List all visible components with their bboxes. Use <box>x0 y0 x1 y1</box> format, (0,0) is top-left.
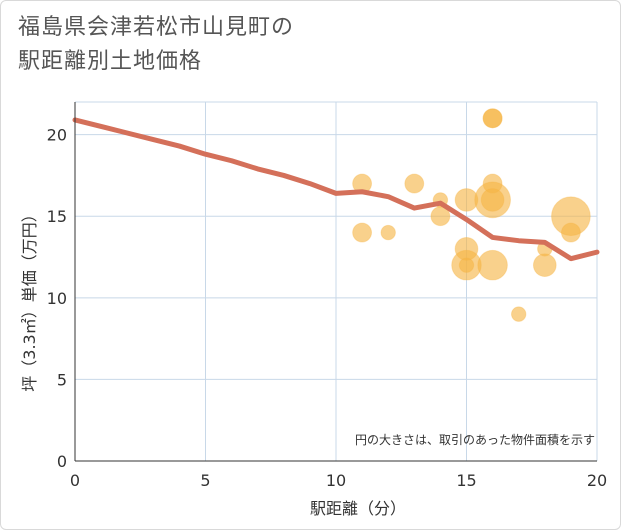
bubble-point <box>352 222 373 243</box>
x-axis-title: 駅距離（分） <box>310 499 406 518</box>
bubble-point <box>560 222 581 243</box>
axes <box>74 102 597 462</box>
bubble-point <box>477 249 508 281</box>
y-tick-label: 10 <box>47 289 67 308</box>
y-tick-label: 5 <box>57 370 67 389</box>
bubble-point <box>482 108 503 129</box>
average-line-series <box>72 117 600 262</box>
average-price-line <box>72 117 600 262</box>
x-tick-label: 0 <box>70 471 80 490</box>
y-tick-label: 15 <box>47 207 67 226</box>
bubble-size-note: 円の大きさは、取引のあった物件面積を示す <box>355 432 595 447</box>
bubble-point <box>480 188 505 212</box>
x-tick-label: 10 <box>326 471 346 490</box>
y-axis-title: 坪（3.3㎡）単価（万円） <box>20 206 39 391</box>
bubble-point <box>532 253 557 278</box>
chart-title-line1: 福島県会津若松市山見町の <box>18 15 295 40</box>
chart-title-line2: 駅距離別土地価格 <box>18 49 203 74</box>
bubble-point <box>380 224 396 241</box>
bubble-series <box>352 108 591 322</box>
grid-lines <box>75 101 598 461</box>
bubble-point <box>511 306 527 322</box>
y-tick-label: 20 <box>47 126 67 145</box>
bubble-point <box>430 206 451 227</box>
x-tick-label: 20 <box>587 471 607 490</box>
x-tick-label: 5 <box>200 471 210 490</box>
x-tick-label: 15 <box>456 471 476 490</box>
y-tick-labels: 0 5 10 15 20 <box>47 126 67 471</box>
x-tick-labels: 0 5 10 15 20 <box>70 471 607 490</box>
bubble-point <box>458 257 475 273</box>
y-tick-label: 0 <box>57 452 67 471</box>
bubble-point <box>404 173 425 194</box>
chart-title: 福島県会津若松市山見町の 駅距離別土地価格 <box>18 11 294 79</box>
